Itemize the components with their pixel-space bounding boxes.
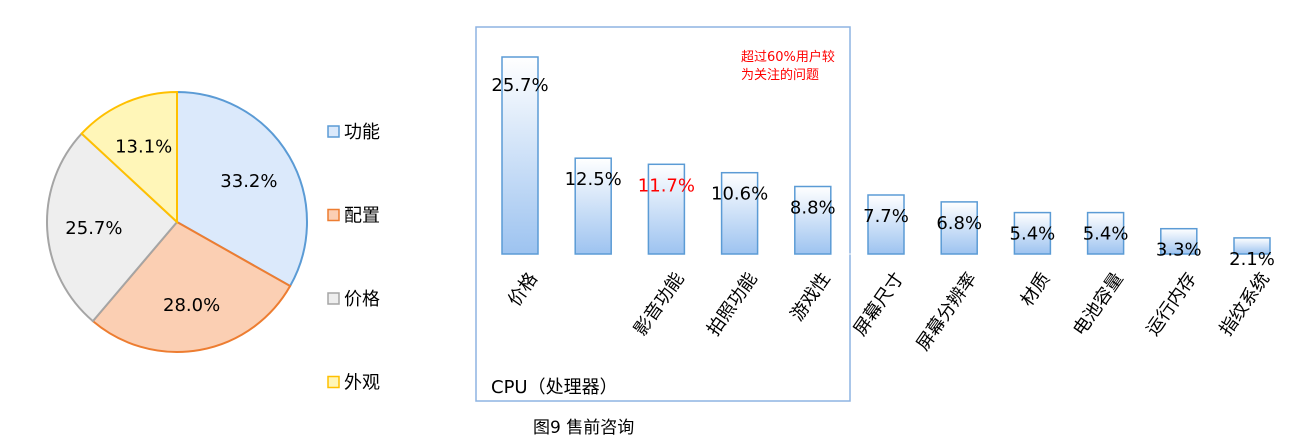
highlight-frame: [475, 26, 851, 402]
category-label: 运行内存: [1142, 269, 1200, 340]
legend-label: 外观: [344, 373, 380, 394]
pie-slice: [176, 90, 308, 288]
legend-label: 功能: [344, 122, 380, 143]
pie-slice: [80, 90, 178, 225]
legend-label: 价格: [344, 289, 380, 310]
annotation-text: 为关注的问题: [741, 67, 819, 83]
bar: [501, 56, 539, 255]
pie-slice: [91, 220, 292, 353]
category-label: 屏幕尺寸: [850, 269, 908, 340]
bar: [1160, 227, 1198, 255]
bar-value-label: 3.3%: [1156, 240, 1202, 261]
legend-swatch: [327, 208, 340, 222]
category-label: 游戏性: [787, 269, 835, 325]
category-label: 指纹系统: [1216, 269, 1274, 340]
bar: [940, 201, 978, 255]
category-label: 材质: [1017, 269, 1055, 311]
pie-slice-label: 13.1%: [115, 137, 172, 158]
bar-value-label: 7.7%: [863, 206, 909, 227]
bar: [794, 185, 832, 255]
bar-value-label: 10.6%: [711, 184, 768, 205]
category-label: 影音功能: [630, 269, 688, 340]
pie-slice: [46, 132, 179, 323]
legend-swatch: [327, 375, 340, 389]
bar-value-label: 8.8%: [790, 198, 836, 219]
annotation-text: 超过60%用户较: [741, 49, 835, 65]
bar: [574, 157, 612, 255]
legend-swatch: [327, 125, 340, 138]
bar-value-label: 2.1%: [1229, 249, 1275, 270]
bar-value-label: 12.5%: [565, 169, 622, 190]
bar: [647, 163, 686, 255]
pie-slice-label: 25.7%: [65, 218, 122, 239]
category-label: 价格: [504, 269, 542, 311]
bar: [867, 194, 905, 255]
bar: [720, 171, 759, 255]
legend-swatch: [327, 292, 340, 305]
bar: [1013, 211, 1052, 255]
category-label: 电池容量: [1069, 269, 1127, 340]
bar-value-label: 25.7%: [491, 75, 548, 96]
bar-value-label: 5.4%: [1010, 224, 1056, 245]
figure-caption: 图9 售前咨询: [533, 418, 635, 438]
category-label: 拍照功能: [703, 269, 761, 340]
bar: [1233, 237, 1271, 255]
category-label: CPU（处理器）: [491, 377, 618, 398]
legend-label: 配置: [344, 206, 380, 227]
bar-value-label: 11.7%: [638, 175, 695, 196]
category-label: 屏幕分辨率: [912, 269, 981, 355]
bar: [1086, 211, 1125, 255]
bar-value-label: 5.4%: [1083, 224, 1129, 245]
pie-slice-label: 33.2%: [220, 171, 277, 192]
pie-slice-label: 28.0%: [163, 295, 220, 316]
bar-value-label: 6.8%: [936, 213, 982, 234]
